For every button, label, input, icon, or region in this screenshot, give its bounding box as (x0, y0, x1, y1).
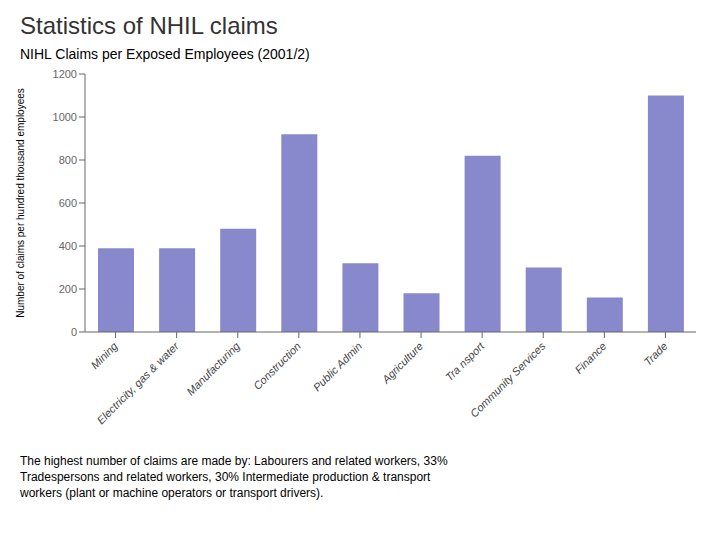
svg-text:Electricity, gas & water: Electricity, gas & water (94, 339, 182, 427)
svg-text:Community Services: Community Services (468, 339, 548, 419)
svg-text:Mining: Mining (88, 339, 120, 371)
svg-text:Manufacturing: Manufacturing (184, 339, 242, 397)
svg-text:Construction: Construction (251, 340, 303, 392)
svg-text:1200: 1200 (53, 68, 77, 80)
svg-text:800: 800 (59, 154, 77, 166)
html-text:Tradespersons and related work: Tradespersons and related workers, 30% I… (20, 470, 431, 484)
html-text:Statistics of NHIL claims: Statistics of NHIL claims (20, 12, 278, 39)
html-text:NIHL Claims per Exposed Employ: NIHL Claims per Exposed Employees (2001/… (20, 46, 310, 62)
svg-text:Number of claims per hundred t: Number of claims per hundred thousand em… (15, 88, 26, 318)
svg-text:Tra nsport: Tra nsport (443, 339, 487, 383)
svg-text:Trade: Trade (641, 340, 669, 368)
svg-text:1000: 1000 (53, 111, 77, 123)
svg-text:200: 200 (59, 283, 77, 295)
svg-text:0: 0 (71, 326, 77, 338)
svg-text:Agriculture: Agriculture (379, 340, 425, 386)
svg-text:Public Admin: Public Admin (311, 340, 365, 394)
svg-text:400: 400 (59, 240, 77, 252)
html-text:workers (plant or machine oper: workers (plant or machine operators or t… (20, 486, 324, 500)
svg-text:Finance: Finance (572, 340, 608, 376)
html-text:The highest number of claims a: The highest number of claims are made by… (20, 454, 448, 468)
svg-text:600: 600 (59, 197, 77, 209)
